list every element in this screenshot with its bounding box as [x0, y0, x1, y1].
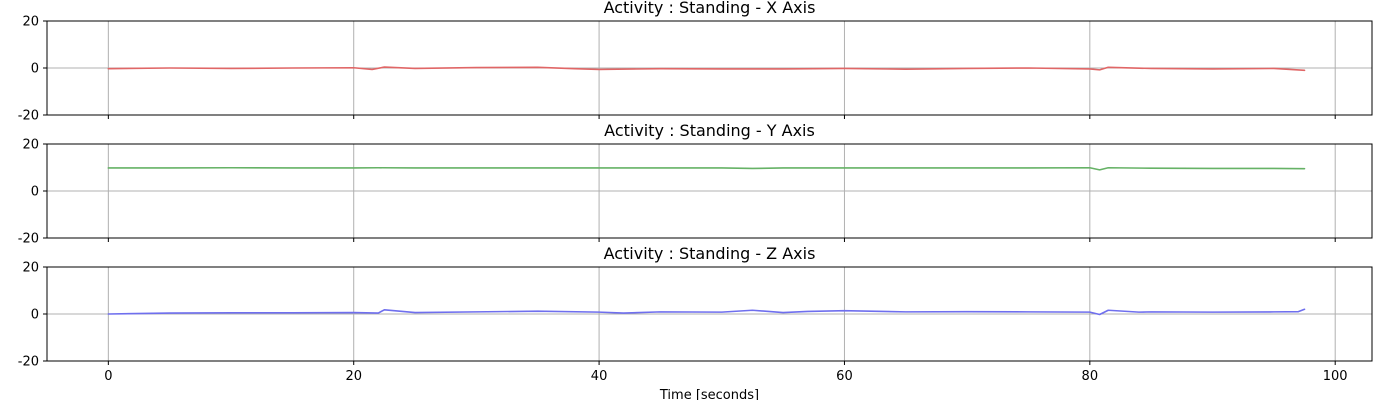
y-tick-label: 20: [22, 15, 39, 30]
x-tick-label: 0: [104, 369, 112, 384]
y-tick-label: 0: [31, 308, 39, 323]
subplot-title: Activity : Standing - X Axis: [604, 0, 816, 17]
subplot-3: -20 0 20 0 20 40 60 80 100 Activity : Standing - …: [18, 244, 1373, 400]
subplot-2: -20 0 20 Activity : Standing - Y Axis: [18, 121, 1373, 247]
subplot-title: Activity : Standing - Z Axis: [604, 244, 816, 263]
y-tick-label: -20: [18, 232, 39, 247]
subplot-title: Activity : Standing - Y Axis: [604, 121, 815, 140]
x-tick-label: 20: [345, 369, 362, 384]
y-tick-label: 20: [22, 261, 39, 276]
y-tick-label: -20: [18, 109, 39, 124]
series-line-2: [107, 166, 1306, 171]
y-tick-label: 20: [22, 138, 39, 153]
y-tick-label: 0: [31, 185, 39, 200]
series-line-1: [107, 66, 1306, 72]
x-tick-label: 60: [836, 369, 853, 384]
subplot-1: -20 0 20 Activity : Standing - X Axis: [18, 0, 1373, 124]
x-tick-label: 80: [1082, 369, 1099, 384]
x-axis-label: Time [seconds]: [659, 388, 759, 400]
x-tick-label: 40: [591, 369, 608, 384]
x-tick-label: 100: [1323, 369, 1348, 384]
series-line-3: [107, 308, 1306, 316]
y-tick-label: 0: [31, 62, 39, 77]
y-tick-label: -20: [18, 355, 39, 370]
